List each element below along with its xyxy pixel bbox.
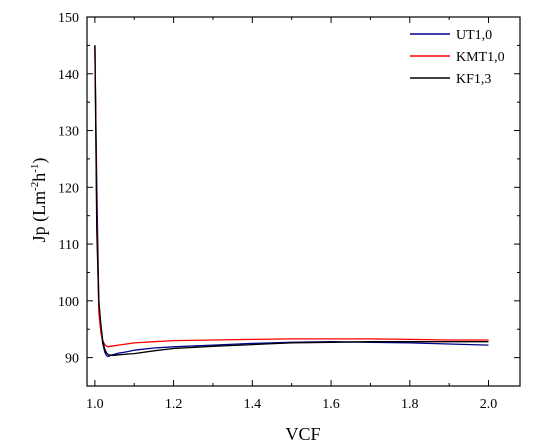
y-tick-label: 100 (58, 295, 79, 310)
y-tick-label: 150 (58, 11, 79, 26)
y-axis-title: Jp (Lm-2h-1) (29, 158, 50, 243)
tick-labels: 1.0 1.2 1.4 1.6 1.8 2.0 90 100 110 120 130 140 150 (58, 11, 497, 412)
plot-frame (86, 16, 521, 387)
x-tick-label: 1.6 (322, 397, 340, 412)
legend-label: KMT1,0 (456, 50, 505, 65)
y-axis-title-sup1: -2 (29, 182, 41, 191)
y-tick-label: 90 (65, 352, 79, 367)
axis-ticks (87, 16, 520, 386)
y-tick-label: 130 (58, 125, 79, 140)
series-line (94, 45, 489, 358)
y-tick-label: 110 (59, 238, 79, 253)
y-axis-title-mid: h (29, 173, 49, 182)
y-axis-title-end: ) (29, 158, 50, 164)
y-axis-title-sup2: -1 (29, 164, 41, 173)
y-tick-label: 140 (58, 68, 79, 83)
legend-label: KF1,3 (456, 72, 491, 87)
x-axis-title: VCF (285, 424, 320, 444)
legend-label: UT1,0 (456, 28, 492, 43)
x-tick-label: 1.8 (401, 397, 419, 412)
x-tick-label: 1.0 (86, 397, 104, 412)
series-lines (94, 45, 489, 358)
x-tick-label: 1.2 (165, 397, 183, 412)
series-line (94, 45, 489, 348)
y-tick-label: 120 (58, 181, 79, 196)
x-tick-label: 2.0 (480, 397, 498, 412)
x-tick-label: 1.4 (244, 397, 262, 412)
legend: UT1,0 KMT1,0 KF1,3 (410, 28, 505, 87)
series-line (94, 45, 489, 356)
y-axis-title-base: Jp (Lm (29, 191, 50, 243)
